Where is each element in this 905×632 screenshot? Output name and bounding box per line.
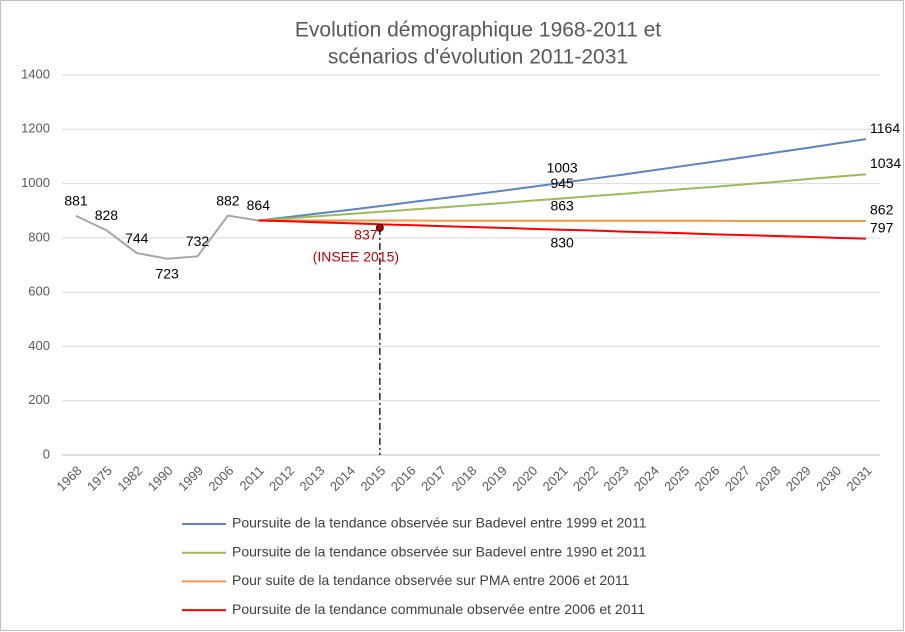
data-label: 744 xyxy=(125,230,149,246)
series-line xyxy=(258,138,867,222)
data-label: 797 xyxy=(870,219,894,235)
data-label: 1034 xyxy=(870,155,901,171)
y-tick-label: 1200 xyxy=(21,121,50,136)
data-label: 732 xyxy=(186,233,210,249)
data-label: 723 xyxy=(155,265,179,281)
y-tick-label: 600 xyxy=(28,284,50,299)
data-label: 1003 xyxy=(547,159,578,175)
chart-title: scénarios d'évolution 2011-2031 xyxy=(328,46,628,69)
series-line xyxy=(75,214,259,260)
series-line xyxy=(258,173,867,222)
data-label: 828 xyxy=(95,207,119,223)
legend-label: Poursuite de la tendance communale obser… xyxy=(232,601,645,617)
annotation-point xyxy=(375,223,384,232)
legend-label: Pour suite de la tendance observée sur P… xyxy=(232,572,630,588)
series-line xyxy=(258,219,866,223)
data-label: 863 xyxy=(550,197,574,213)
y-tick-label: 1400 xyxy=(21,66,50,81)
data-label: 881 xyxy=(64,193,88,209)
annotation-value: 837 xyxy=(354,227,378,243)
data-label: 864 xyxy=(247,197,271,213)
data-label: 945 xyxy=(550,175,574,191)
chart-title: Evolution démographique 1968-2011 et xyxy=(295,19,661,42)
data-label: 862 xyxy=(870,202,894,218)
series-line xyxy=(258,219,867,240)
y-tick-label: 0 xyxy=(43,446,50,461)
y-tick-label: 200 xyxy=(28,392,50,407)
annotation-label: (INSEE 2015) xyxy=(313,249,399,265)
y-tick-label: 1000 xyxy=(21,175,50,190)
data-label: 1164 xyxy=(870,120,900,136)
legend-label: Poursuite de la tendance observée sur Ba… xyxy=(232,515,647,531)
legend-label: Poursuite de la tendance observée sur Ba… xyxy=(232,543,647,559)
data-label: 882 xyxy=(216,192,240,208)
y-tick-label: 400 xyxy=(28,338,50,353)
data-label: 830 xyxy=(550,234,574,250)
y-tick-label: 800 xyxy=(28,229,50,244)
